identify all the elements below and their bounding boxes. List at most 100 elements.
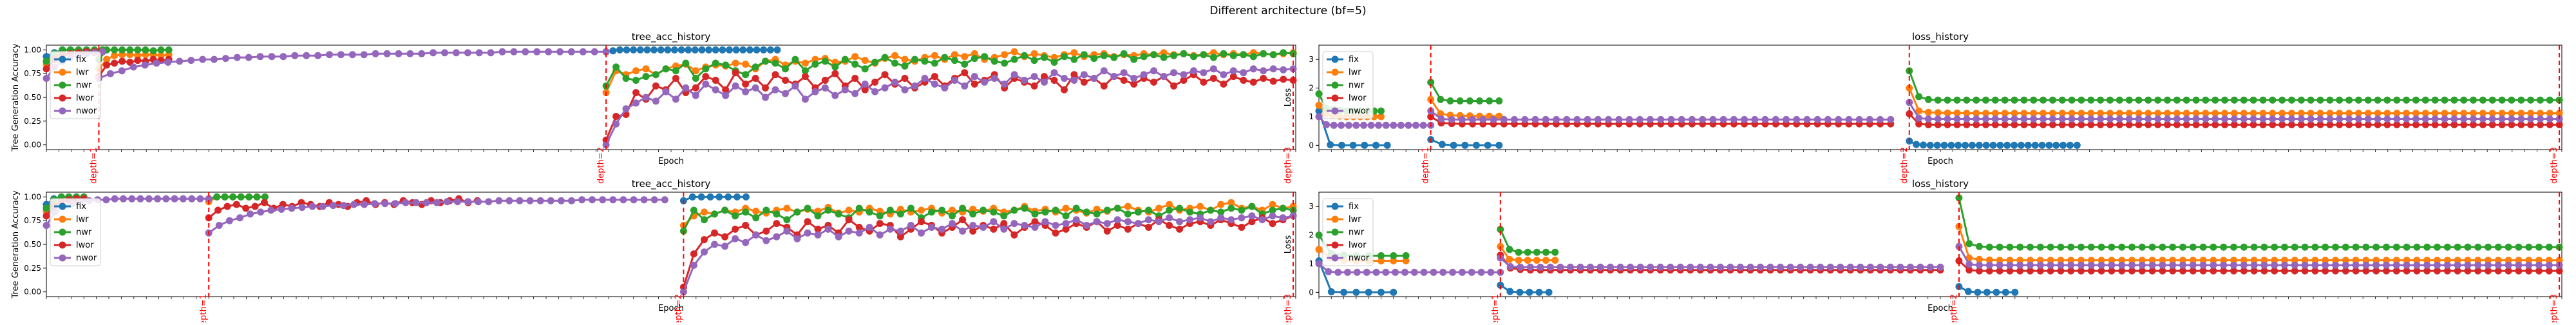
data-point-nwor	[2525, 261, 2533, 269]
data-point-lwor	[2527, 121, 2535, 128]
data-point-nwr	[1100, 52, 1108, 59]
data-point-nwor	[495, 197, 503, 204]
data-point-lwr	[2049, 110, 2056, 117]
data-point-nwor	[2220, 261, 2228, 269]
data-point-fix	[1996, 141, 2004, 149]
data-point-lwor	[2345, 121, 2353, 128]
data-point-nwor	[257, 208, 265, 216]
data-point-lwor	[2332, 267, 2339, 275]
data-point-nwor	[278, 206, 285, 213]
data-point-nwor	[824, 225, 832, 233]
data-point-lwr	[2116, 110, 2123, 117]
data-point-lwor	[2413, 267, 2421, 275]
data-point-nwor	[1062, 220, 1070, 228]
data-point-nwor	[222, 55, 229, 63]
data-point-lwor	[1030, 82, 1038, 90]
data-point-lwor	[43, 212, 50, 220]
data-point-lwr	[2098, 257, 2105, 264]
data-point-nwor	[2383, 261, 2390, 269]
data-point-fix	[657, 46, 665, 54]
data-point-nwor	[2250, 261, 2258, 269]
data-point-lwr	[783, 204, 791, 212]
data-point-lwr	[1924, 108, 1932, 116]
data-point-fix	[2073, 141, 2081, 149]
data-point-nwor	[1186, 216, 1194, 224]
data-point-lwor	[2454, 267, 2461, 275]
data-point-fix	[2045, 141, 2053, 149]
data-point-nwr	[2030, 96, 2038, 104]
data-point-nwr	[692, 75, 699, 82]
data-point-fix	[609, 47, 617, 55]
data-point-nwr	[111, 46, 118, 54]
data-point-nwr	[2192, 96, 2200, 104]
data-point-nwor	[2016, 261, 2024, 269]
data-point-nwor	[1835, 115, 1842, 123]
chart-panel-3: tree_acc_history Epoch Tree Generation Acc…	[11, 178, 1297, 325]
data-point-nwor	[783, 227, 791, 235]
data-point-nwr	[2098, 243, 2105, 251]
data-point-nwor	[1392, 268, 1399, 276]
data-point-lwr	[1197, 202, 1204, 210]
data-point-nwor	[589, 196, 596, 204]
data-point-nwr	[2125, 96, 2133, 104]
data-point-nwor	[814, 231, 822, 239]
data-point-lwr	[2183, 110, 2190, 117]
data-point-lwor	[2431, 121, 2439, 128]
data-point-lwr	[1515, 257, 1522, 264]
data-point-lwor	[2011, 121, 2018, 128]
data-point-lwor	[2403, 121, 2410, 128]
data-point-nwor	[291, 52, 299, 59]
data-point-lwr	[801, 59, 809, 67]
data-point-fix	[643, 46, 651, 54]
data-point-nwr	[804, 204, 811, 212]
data-point-nwor	[1866, 115, 1873, 123]
data-point-nwor	[1360, 121, 1367, 129]
data-point-lwr	[2488, 110, 2496, 117]
data-point-nwor	[1280, 66, 1287, 74]
data-point-lwr	[1001, 51, 1009, 59]
data-point-nwor	[845, 227, 853, 235]
data-point-lwor	[2515, 267, 2523, 275]
data-point-lwor	[1166, 222, 1173, 229]
data-point-lwr	[2450, 110, 2458, 117]
data-point-nwor	[2413, 261, 2421, 269]
data-point-lwor	[2087, 267, 2095, 275]
data-point-nwor	[2169, 261, 2177, 269]
data-point-nwor	[1227, 216, 1235, 224]
data-point-nwor	[762, 237, 770, 244]
data-point-nwr	[931, 59, 938, 67]
data-point-nwor	[1367, 121, 1375, 129]
data-point-lwr	[2364, 110, 2372, 117]
chart-panel-1: tree_acc_history Epoch Tree Generation Acc…	[11, 31, 1297, 184]
data-point-lwr	[2011, 110, 2018, 117]
data-point-lwor	[2159, 267, 2166, 275]
data-point-nwor	[2485, 261, 2492, 269]
data-point-lwr	[2108, 257, 2116, 264]
data-point-lwr	[2125, 110, 2133, 117]
data-point-nwor	[1667, 263, 1674, 271]
data-point-nwor	[630, 196, 638, 204]
figure-suptitle: Different architecture (bf=5)	[1209, 5, 1366, 17]
data-point-nwor	[793, 235, 801, 242]
data-point-lwor	[232, 201, 240, 208]
data-point-nwr	[672, 67, 679, 75]
data-point-nwor	[2288, 115, 2295, 123]
data-point-lwr	[2508, 110, 2515, 117]
data-point-nwor	[1594, 115, 1602, 123]
data-point-nwor	[475, 49, 483, 57]
legend-marker-nwor	[59, 107, 66, 115]
data-point-nwor	[1160, 73, 1168, 81]
data-point-lwr	[2332, 257, 2339, 264]
data-point-lwor	[931, 73, 938, 81]
data-point-lwor	[2498, 121, 2506, 128]
data-point-nwor	[896, 227, 904, 235]
data-point-nwor	[2125, 115, 2133, 123]
data-point-lwor	[2148, 267, 2156, 275]
data-point-lwr	[1378, 257, 1385, 264]
data-point-nwr	[2488, 96, 2496, 104]
data-point-nwor	[267, 206, 275, 214]
data-point-lwor	[2423, 267, 2431, 275]
data-point-nwor	[2546, 115, 2553, 123]
data-point-lwor	[2211, 121, 2219, 128]
data-point-nwor	[650, 196, 658, 204]
